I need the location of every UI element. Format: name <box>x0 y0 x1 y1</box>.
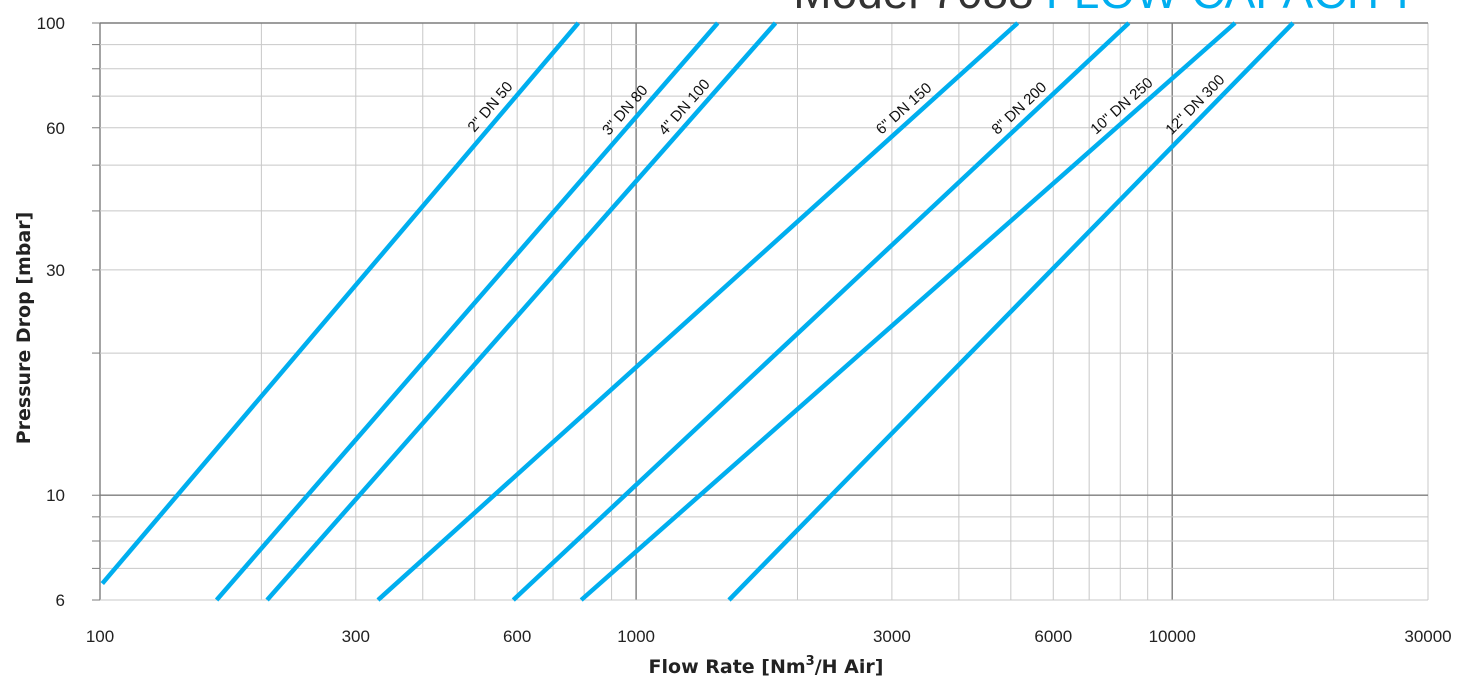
grid-lines <box>92 22 1429 601</box>
chart-title-model: Model 7088 <box>793 0 1033 18</box>
series-line-5 <box>511 21 1131 602</box>
series-line-2 <box>214 21 720 602</box>
x-axis-title-suffix: /H Air] <box>815 656 884 678</box>
chart-title-flow-capacity: FLOW CAPACITY <box>1046 0 1418 18</box>
y-tick-label: 6 <box>56 591 65 610</box>
x-tick-label: 1000 <box>617 627 655 646</box>
x-tick-label: 30000 <box>1404 627 1451 646</box>
series-label: 8" DN 200 <box>988 79 1050 138</box>
chart-title: Model 7088 FLOW CAPACITY <box>793 0 1418 18</box>
series-line-3 <box>265 21 778 602</box>
y-tick-label: 10 <box>46 486 65 505</box>
series-line-1 <box>100 21 581 586</box>
series-line-4 <box>376 21 1020 602</box>
x-tick-label: 300 <box>342 627 370 646</box>
series-line-6 <box>579 21 1237 602</box>
y-tick-label: 30 <box>46 261 65 280</box>
tick-labels: 100 300 600 1000 3000 6000 10000 30000 6 10 30 60 10… <box>37 14 1452 646</box>
y-tick-label: 60 <box>46 119 65 138</box>
y-tick-label: 100 <box>37 14 65 33</box>
x-tick-label: 10000 <box>1149 627 1196 646</box>
y-axis-title: Pressure Drop [mbar] <box>13 212 35 445</box>
series-lines <box>100 21 1295 602</box>
x-axis-title-prefix: Flow Rate [Nm <box>649 656 806 678</box>
series-line-7 <box>727 21 1295 602</box>
x-tick-label: 100 <box>86 627 114 646</box>
x-axis-title-superscript: 3 <box>806 654 815 669</box>
x-axis-title: Flow Rate [Nm3/H Air] <box>649 654 884 678</box>
series-label: 10" DN 250 <box>1087 74 1156 138</box>
x-tick-label: 600 <box>503 627 531 646</box>
x-tick-label: 6000 <box>1034 627 1072 646</box>
x-tick-label: 3000 <box>873 627 911 646</box>
